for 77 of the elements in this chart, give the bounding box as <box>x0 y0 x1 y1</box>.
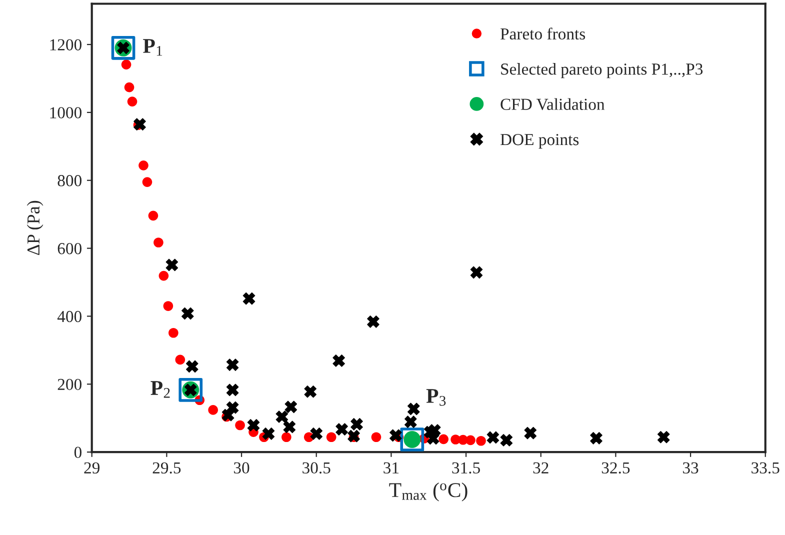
point <box>336 423 348 436</box>
y-tick-label: 400 <box>57 310 82 322</box>
point <box>371 432 382 442</box>
x-tick-label: 29.5 <box>152 462 181 474</box>
x-tick-label: 31 <box>384 462 399 474</box>
y-tick-label: 0 <box>74 446 82 458</box>
x-tick-label: 30 <box>234 462 250 474</box>
point <box>407 402 420 416</box>
x-tick-label: 33 <box>683 462 698 474</box>
x-tick-label: 32.5 <box>602 462 630 474</box>
point <box>350 418 363 430</box>
point <box>127 96 138 106</box>
x-tick-label: 31.5 <box>452 462 480 474</box>
point <box>500 434 513 446</box>
point <box>438 434 448 444</box>
point <box>186 360 198 373</box>
point <box>348 430 360 442</box>
point <box>181 307 194 320</box>
point <box>486 431 500 444</box>
point <box>222 408 234 422</box>
point <box>367 315 380 328</box>
point <box>390 429 402 442</box>
point <box>657 430 670 444</box>
legend-label: Pareto fronts <box>500 28 586 40</box>
point <box>226 358 239 371</box>
point <box>235 420 245 430</box>
point <box>400 428 424 452</box>
point <box>326 432 336 442</box>
point <box>148 210 158 221</box>
point <box>276 410 288 423</box>
point <box>121 60 132 70</box>
y-tick-label: 600 <box>58 242 82 254</box>
point <box>262 428 275 440</box>
point <box>242 292 256 305</box>
x-axis-title: T$_{max}$ ($^{o}$C) <box>389 482 468 502</box>
point <box>470 266 483 279</box>
point <box>168 328 178 338</box>
x-tick-label: 29 <box>84 462 100 474</box>
x-tick-label: 32 <box>533 462 548 474</box>
point <box>154 238 164 248</box>
point <box>178 378 203 402</box>
point <box>124 82 134 92</box>
legend-label: CFD Validation <box>500 98 605 110</box>
point <box>524 426 537 440</box>
point <box>208 405 218 415</box>
x-tick-label: 30.5 <box>302 462 330 474</box>
point <box>166 258 178 272</box>
point <box>283 420 296 434</box>
point <box>158 270 169 281</box>
y-tick-label: 800 <box>58 175 82 186</box>
point <box>142 177 152 187</box>
point <box>134 118 146 130</box>
point <box>282 432 292 442</box>
point <box>332 354 345 367</box>
point <box>163 301 174 311</box>
x-tick-label: 33.5 <box>752 462 780 474</box>
annotation: P$_{3}$ <box>426 389 446 406</box>
point <box>404 416 417 428</box>
point <box>247 419 260 432</box>
y-axis-title: ΔP (Pa) <box>26 200 44 256</box>
y-tick-label: 1000 <box>50 107 82 118</box>
point <box>284 400 298 414</box>
legend-label: DOE points <box>500 134 579 149</box>
point <box>476 436 486 446</box>
y-tick-label: 1200 <box>50 39 82 50</box>
y-tick-label: 200 <box>58 378 82 390</box>
point <box>175 354 186 365</box>
point <box>310 428 323 440</box>
point <box>466 435 476 446</box>
annotation: P$_{2}$ <box>150 381 170 398</box>
point <box>590 432 602 444</box>
point <box>138 160 148 170</box>
point <box>226 384 239 396</box>
annotation: P$_{1}$ <box>143 39 162 56</box>
legend-label: Selected pareto points P1,..,P3 <box>501 63 703 78</box>
point <box>304 385 317 398</box>
point <box>111 36 136 60</box>
